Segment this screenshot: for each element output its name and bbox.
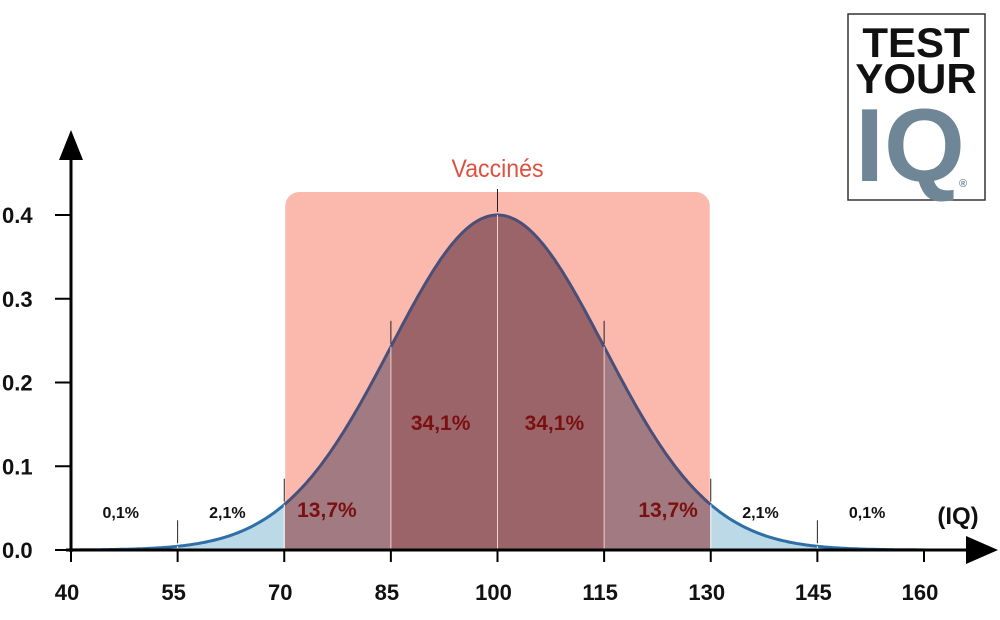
x-tick-label: 145: [795, 580, 832, 605]
axes: 0.0 0.1 0.2 0.3 0.4 40 55 70 85 100 115 130 145 160: [2, 130, 998, 605]
y-tick-label: 0.4: [2, 203, 33, 228]
segment-label: 13,7%: [297, 499, 357, 522]
x-tick-label: 70: [268, 580, 292, 605]
segment-label: 0,1%: [103, 505, 139, 522]
x-tick-label: 85: [375, 580, 399, 605]
segment-label: 2,1%: [209, 505, 245, 522]
x-tick-label: 115: [582, 580, 618, 605]
y-tick-label: 0.1: [2, 454, 33, 479]
y-axis-arrow: [59, 130, 83, 160]
segment-label: 2,1%: [742, 505, 778, 522]
x-tick-label: 130: [688, 580, 725, 605]
registered-mark: ®: [959, 178, 967, 190]
y-tick-label: 0.2: [2, 371, 33, 396]
tail-fills: [71, 504, 924, 550]
segment-label: 34,1%: [411, 412, 471, 435]
segment-label: 13,7%: [638, 499, 698, 522]
x-tick-label: 40: [55, 580, 79, 605]
y-tick-label: 0.3: [2, 287, 33, 312]
logo-line-1: TEST: [862, 19, 970, 66]
highlight-label: Vaccinés: [452, 155, 544, 183]
left-tail-fill: [71, 504, 285, 550]
test-your-iq-logo: TEST YOUR IQ ®: [847, 13, 986, 204]
x-tick-label: 55: [161, 580, 185, 605]
logo-frame: [847, 13, 986, 201]
x-tick-label: 160: [902, 580, 939, 605]
segment-label: 34,1%: [525, 412, 585, 435]
segment-label: 0,1%: [849, 505, 885, 522]
logo-line-2: YOUR: [855, 55, 976, 102]
x-tick-label: 100: [475, 580, 512, 605]
segment-dividers: [177, 189, 818, 550]
y-tick-label: 0.0: [2, 538, 33, 563]
logo-line-3: IQ: [855, 88, 965, 204]
x-axis-arrow: [966, 536, 998, 564]
x-axis-unit: (IQ): [937, 503, 978, 530]
segment-labels: 0,1% 2,1% 13,7% 34,1% 34,1% 13,7% 2,1% 0,1%: [103, 412, 886, 522]
right-tail-fill: [710, 504, 924, 550]
